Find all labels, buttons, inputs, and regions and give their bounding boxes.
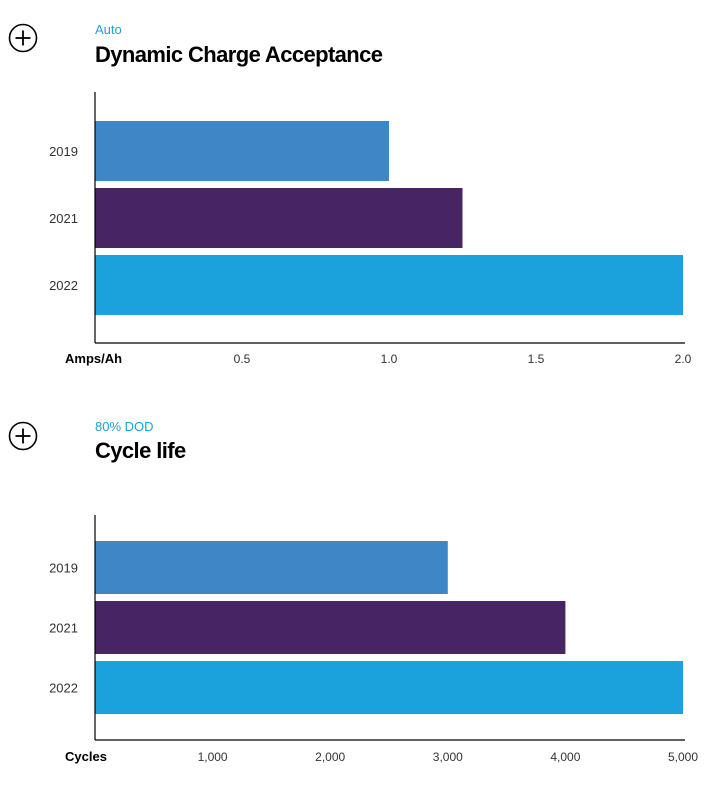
category-label: 2021 — [49, 621, 78, 636]
x-tick-label: 3,000 — [433, 750, 463, 764]
x-tick-label: 0.5 — [234, 352, 251, 366]
x-tick-label: 1,000 — [198, 750, 228, 764]
x-tick-label: 4,000 — [550, 750, 580, 764]
bar-2022 — [95, 661, 683, 714]
x-tick-label: 2.0 — [675, 352, 692, 366]
charge-acceptance-chart: 2019 2021 2022 Amps/Ah 0.5 1.0 1.5 2.0 — [49, 92, 692, 366]
bar-2019 — [95, 541, 448, 594]
x-tick-label: 5,000 — [668, 750, 698, 764]
bar-2019 — [95, 121, 389, 181]
x-tick-label: 2,000 — [315, 750, 345, 764]
category-label: 2019 — [49, 144, 78, 159]
x-axis-label: Amps/Ah — [65, 351, 122, 366]
expand-plus-icon[interactable] — [8, 421, 38, 451]
category-label: 2022 — [49, 681, 78, 696]
category-label: 2019 — [49, 561, 78, 576]
chart-subtitle: 80% DOD — [95, 419, 154, 434]
category-label: 2021 — [49, 211, 78, 226]
category-label: 2022 — [49, 278, 78, 293]
bar-2021 — [95, 188, 463, 248]
x-tick-label: 1.5 — [528, 352, 545, 366]
chart-title: Dynamic Charge Acceptance — [95, 42, 383, 67]
chart-subtitle: Auto — [95, 22, 122, 37]
expand-plus-icon[interactable] — [8, 23, 38, 53]
x-axis-label: Cycles — [65, 749, 107, 764]
bar-2021 — [95, 601, 566, 654]
x-tick-label: 1.0 — [381, 352, 398, 366]
bar-2022 — [95, 255, 683, 315]
chart-title: Cycle life — [95, 438, 186, 463]
